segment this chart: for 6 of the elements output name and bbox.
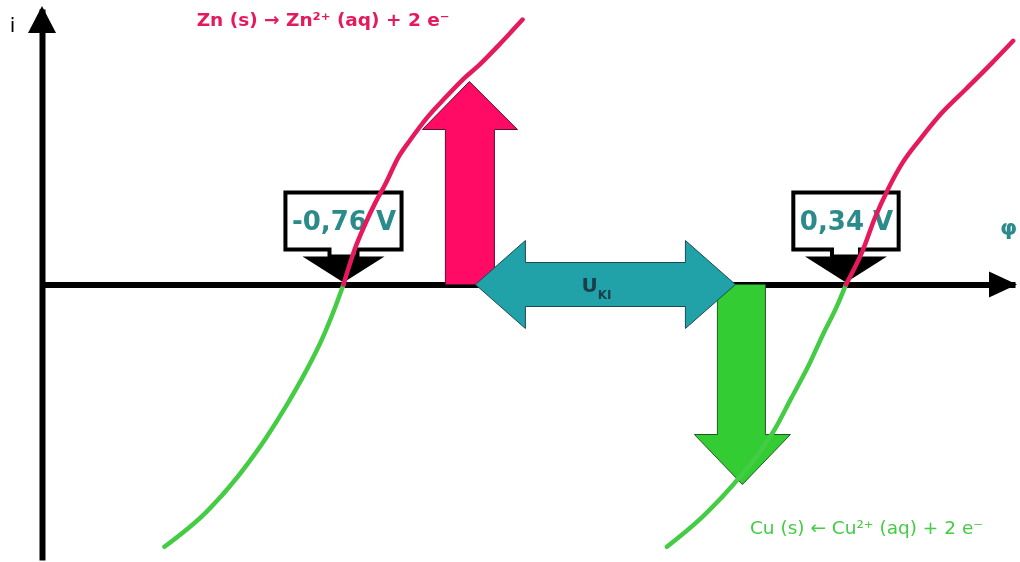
x-axis-title: φ bbox=[999, 215, 1018, 240]
text: Zn (s) → Zn²⁺ (aq) + 2 e⁻ bbox=[196, 8, 450, 30]
series-label: Cu (s) ← Cu²⁺ (aq) + 2 e⁻ bbox=[749, 516, 984, 538]
annotation: U$_{KI}$ bbox=[581, 272, 612, 302]
y-axis-title: i bbox=[9, 12, 16, 37]
x-tick-label: -0,76 V bbox=[291, 206, 397, 236]
